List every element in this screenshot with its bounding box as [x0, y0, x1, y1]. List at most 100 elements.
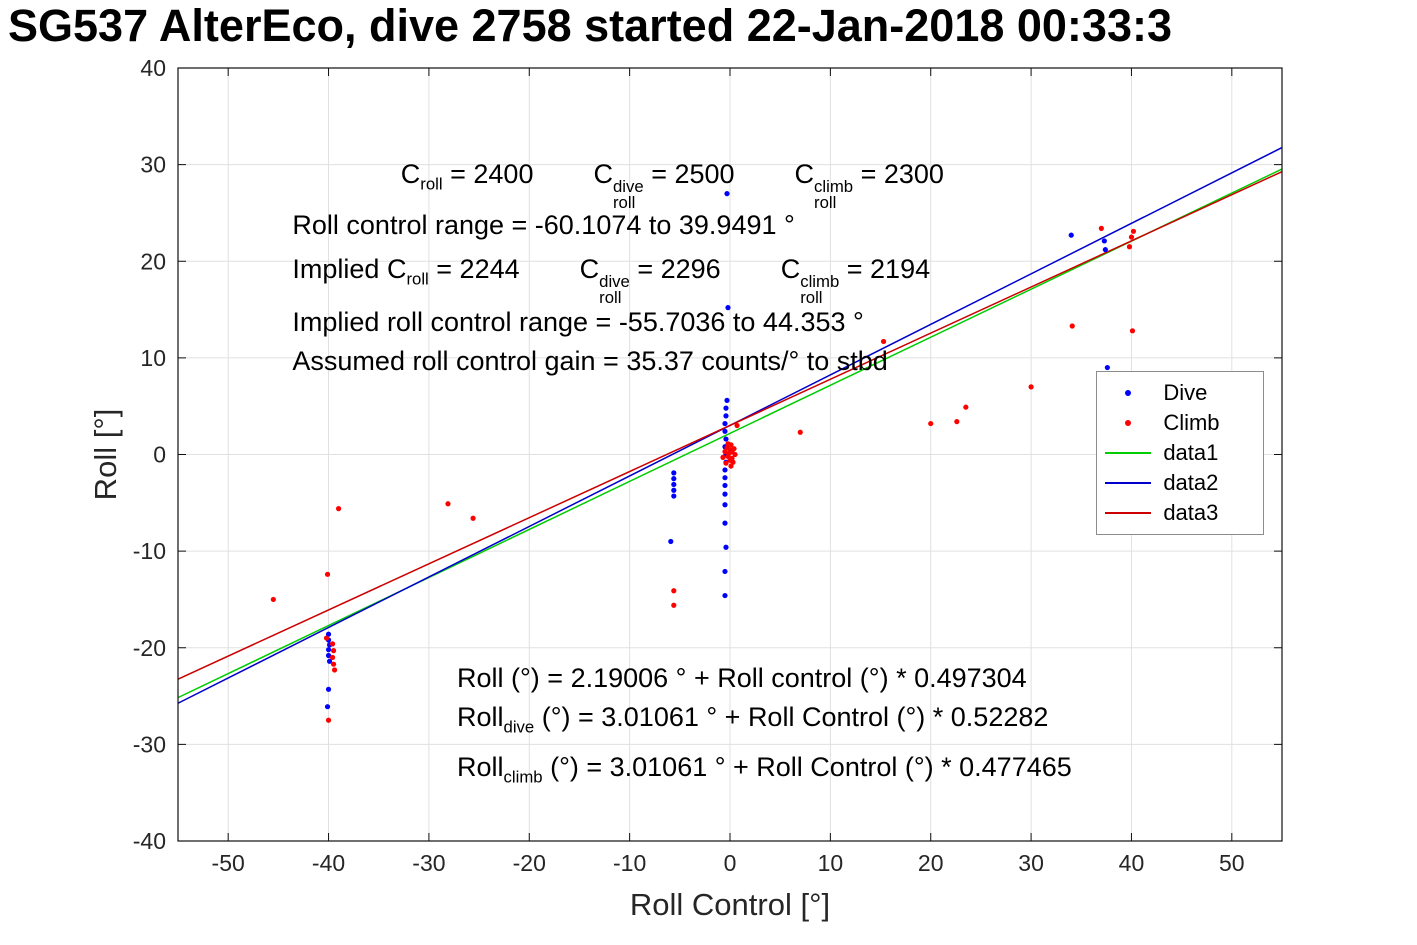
annotation-1: Roll control range = -60.1074 to 39.9491…: [292, 210, 795, 241]
y-tick-label: 0: [153, 442, 166, 468]
legend-item-climb: Climb: [1097, 408, 1263, 438]
x-tick-label: 50: [1219, 850, 1245, 876]
x-axis-label: Roll Control [°]: [630, 887, 830, 922]
climb-point: [331, 667, 338, 673]
dive-point: [722, 491, 728, 497]
climb-point: [723, 460, 729, 466]
x-tick-label: -50: [212, 850, 245, 876]
climb-point: [797, 429, 803, 435]
y-tick-label: 40: [140, 55, 166, 81]
legend-item-data3: data3: [1097, 498, 1263, 528]
dive-point: [325, 631, 332, 637]
climb-point: [728, 442, 734, 448]
climb-point: [470, 515, 476, 521]
dive-point: [722, 568, 728, 575]
x-tick-label: 30: [1018, 850, 1044, 876]
legend-marker-line: [1105, 512, 1152, 515]
climb-point: [1128, 234, 1135, 240]
dive-point: [668, 538, 674, 545]
dive-point: [671, 476, 677, 482]
y-tick-label: 10: [140, 345, 166, 371]
climb-point: [323, 635, 330, 641]
fit-line-data3: [177, 170, 1283, 680]
x-tick-label: 40: [1119, 850, 1145, 876]
climb-point: [671, 588, 677, 594]
y-axis-label: Roll [°]: [88, 409, 123, 501]
legend-item-data1: data1: [1097, 438, 1263, 468]
dive-point: [724, 397, 730, 403]
y-tick-label: 30: [140, 152, 166, 178]
dive-point: [722, 592, 728, 599]
y-tick-label: -10: [133, 538, 166, 564]
climb-point: [329, 641, 336, 647]
legend-label: Climb: [1163, 410, 1220, 436]
legend-label: data2: [1163, 470, 1219, 496]
dive-point: [671, 487, 677, 493]
climb-point: [1129, 328, 1136, 334]
annotation-4: Assumed roll control gain = 35.37 counts…: [292, 346, 888, 377]
x-tick-label: -10: [613, 850, 646, 876]
climb-point: [1028, 384, 1034, 390]
dive-point: [723, 405, 729, 411]
climb-point: [270, 596, 276, 603]
dive-point: [722, 428, 728, 434]
dive-point: [1104, 364, 1110, 371]
dive-point: [725, 305, 731, 311]
climb-point: [1126, 244, 1133, 250]
dive-point: [723, 413, 729, 419]
chart-title: SG537 AlterEco, dive 2758 started 22-Jan…: [8, 0, 1172, 51]
y-tick-label: 20: [140, 248, 166, 274]
climb-point: [954, 419, 960, 425]
legend-item-dive: Dive: [1097, 378, 1263, 408]
climb-point: [324, 571, 331, 577]
climb-point: [963, 404, 969, 410]
dive-point: [1102, 247, 1108, 253]
dive-point: [1068, 232, 1074, 238]
climb-point: [1098, 225, 1104, 231]
climb-point: [928, 420, 934, 427]
climb-point: [731, 446, 737, 452]
climb-point: [734, 422, 740, 429]
dive-point: [722, 467, 728, 473]
climb-point: [1130, 228, 1137, 234]
dive-point: [724, 191, 730, 197]
legend-item-data2: data2: [1097, 468, 1263, 498]
dive-point: [722, 482, 728, 489]
climb-point: [722, 449, 728, 455]
y-tick-label: -20: [133, 635, 166, 661]
x-tick-label: -40: [312, 850, 345, 876]
climb-point: [880, 338, 887, 345]
y-tick-label: -30: [133, 731, 166, 757]
dive-point: [723, 436, 729, 442]
dive-point: [671, 470, 677, 476]
climb-point: [732, 451, 738, 458]
fit-line-data1: [177, 168, 1283, 699]
legend-label: Dive: [1163, 380, 1208, 406]
dive-point: [722, 520, 728, 526]
annotation-3: Implied roll control range = -55.7036 to…: [292, 306, 864, 337]
climb-point: [445, 501, 451, 507]
x-tick-label: -30: [412, 850, 445, 876]
dive-point: [671, 481, 677, 488]
annotation-5: Roll (°) = 2.19006 ° + Roll control (°) …: [457, 663, 1027, 694]
x-tick-label: 0: [724, 850, 737, 876]
dive-point: [1101, 238, 1107, 244]
climb-point: [730, 459, 736, 465]
climb-point: [330, 648, 337, 654]
climb-point: [728, 463, 734, 469]
x-tick-label: -20: [513, 850, 546, 876]
legend-marker-line: [1105, 452, 1152, 455]
dive-point: [671, 493, 677, 499]
annotation-7: Rollclimb (°) = 3.01061 ° + Roll Control…: [457, 752, 1072, 787]
climb-point: [671, 602, 677, 608]
legend-marker-dot: [1105, 420, 1151, 427]
dive-point: [326, 658, 333, 664]
dive-point: [722, 475, 728, 481]
x-tick-label: 10: [818, 850, 844, 876]
y-tick-label: -40: [133, 828, 166, 854]
climb-point: [1069, 323, 1075, 329]
legend-marker-line: [1105, 482, 1152, 485]
